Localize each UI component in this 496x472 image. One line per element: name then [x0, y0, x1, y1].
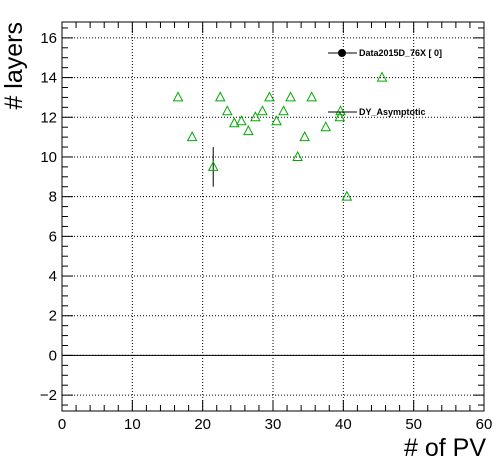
- legend-dy-label: DY_Asymptotic: [359, 107, 426, 117]
- data-point: [285, 91, 296, 102]
- grid-lines: [62, 22, 484, 411]
- y-tick-label: 12: [40, 109, 57, 126]
- data-point: [320, 121, 332, 132]
- data-point: [207, 160, 219, 171]
- y-tick-label: 8: [49, 189, 57, 206]
- x-tick-label: 10: [124, 416, 141, 433]
- legend-data-label: Data2015D_76X [ 0]: [359, 48, 442, 58]
- y-tick-label: 6: [49, 228, 57, 245]
- data-point: [278, 105, 289, 116]
- y-tick-label: 16: [40, 30, 57, 47]
- data-point: [221, 105, 233, 116]
- data-point: [172, 91, 184, 102]
- x-axis-title: # of PV: [404, 434, 486, 462]
- legend: Data2015D_76X [ 0] DY_Asymptotic: [328, 48, 442, 117]
- y-tick-label: 0: [49, 347, 57, 364]
- x-tick-label: 0: [58, 416, 66, 433]
- data-point: [271, 115, 282, 126]
- y-tick-label: 4: [49, 268, 57, 285]
- x-tick-label: 30: [265, 416, 282, 433]
- x-tick-label: 20: [194, 416, 211, 433]
- y-tick-label: −2: [40, 387, 57, 404]
- data-point: [186, 131, 198, 142]
- y-tick-label: 14: [40, 70, 57, 87]
- data-point: [257, 105, 268, 116]
- legend-data-marker: [338, 49, 346, 57]
- data-point: [306, 91, 318, 102]
- data-point: [376, 71, 388, 82]
- data-point: [214, 91, 226, 102]
- data-point: [341, 190, 353, 201]
- data-point: [250, 111, 261, 122]
- x-tick-label: 60: [476, 416, 493, 433]
- y-tick-label: 10: [40, 149, 57, 166]
- data-point: [299, 131, 310, 142]
- data-point: [264, 91, 275, 102]
- data-point: [334, 111, 346, 122]
- data-point: [335, 105, 346, 116]
- y-axis-title: # layers: [0, 22, 28, 110]
- data-point: [292, 150, 303, 161]
- data-point: [228, 117, 240, 128]
- x-tick-label: 40: [335, 416, 352, 433]
- data-point: [243, 125, 254, 136]
- y-tick-label: 2: [49, 308, 57, 325]
- data-point: [236, 115, 247, 126]
- data-marks: [172, 71, 388, 201]
- x-tick-label: 50: [405, 416, 422, 433]
